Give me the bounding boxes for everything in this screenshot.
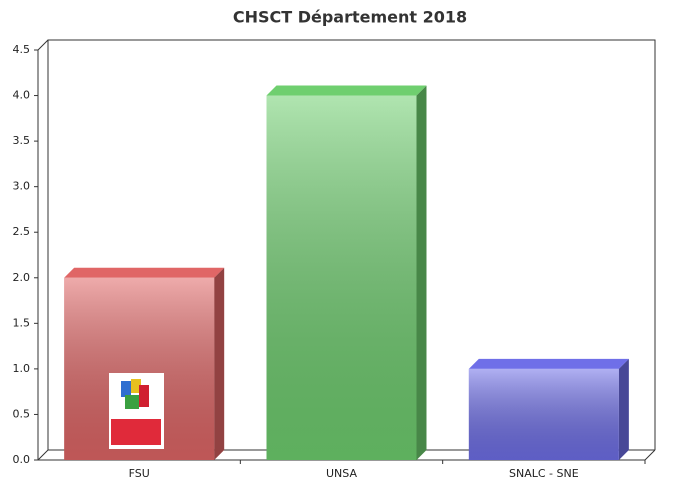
back-wall	[47, 39, 656, 450]
bar-shine	[468, 368, 619, 460]
logo-part	[139, 385, 149, 407]
bar-top	[468, 358, 629, 369]
bar-top	[64, 267, 225, 278]
bar-top	[266, 85, 427, 96]
y-tick-label: 4.5	[13, 43, 31, 56]
y-tick-label: 3.0	[13, 180, 31, 193]
axis-edge	[37, 39, 49, 51]
bar-side	[618, 358, 629, 460]
y-tick-label: 0.5	[13, 407, 31, 420]
y-tick-label: 2.5	[13, 225, 31, 238]
x-tick-label: FSU	[129, 467, 150, 480]
y-tick-label: 2.0	[13, 271, 31, 284]
y-tick-label: 1.5	[13, 316, 31, 329]
x-tick-label: SNALC - SNE	[509, 467, 579, 480]
chart-title: CHSCT Département 2018	[233, 8, 467, 27]
logo-part	[121, 381, 131, 397]
logo-part	[111, 419, 161, 445]
logo-part	[131, 379, 141, 393]
bar-side-shade	[416, 85, 427, 461]
bar-side	[416, 85, 427, 461]
logo	[109, 373, 164, 449]
bar-side-shade	[214, 267, 225, 460]
floor-edge	[37, 449, 49, 461]
bar-shine	[266, 95, 417, 461]
y-tick-label: 4.0	[13, 89, 31, 102]
bar-side	[214, 267, 225, 460]
y-tick-label: 0.0	[13, 453, 31, 466]
bar-side-shade	[618, 358, 629, 460]
y-tick-label: 1.0	[13, 362, 31, 375]
y-tick-label: 3.5	[13, 134, 31, 147]
logo-part	[125, 395, 139, 409]
floor-edge	[644, 449, 656, 461]
x-tick-label: UNSA	[326, 467, 357, 480]
